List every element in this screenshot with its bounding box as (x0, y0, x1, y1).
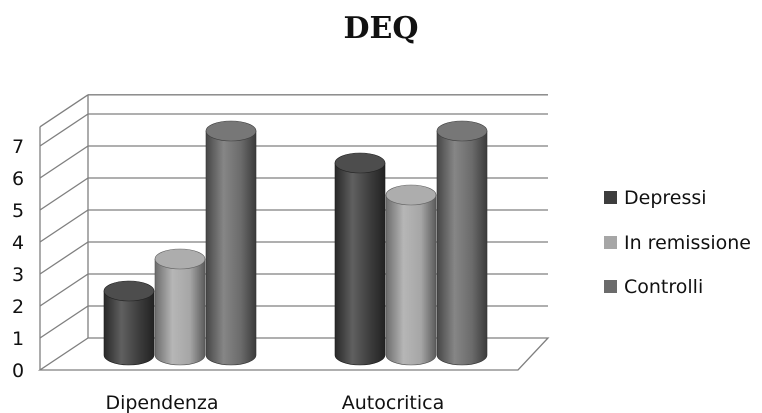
y-tick-label: 5 (12, 200, 24, 222)
legend-label: Controlli (624, 276, 703, 298)
y-tick-label: 4 (12, 232, 24, 254)
y-tick-label: 1 (12, 328, 24, 350)
legend-swatch (604, 236, 617, 249)
chart-title: DEQ (343, 11, 418, 46)
y-tick-label: 6 (12, 168, 24, 190)
legend-swatch (604, 191, 617, 204)
bar (206, 121, 256, 365)
y-tick-label: 3 (12, 264, 24, 286)
bar (104, 281, 154, 365)
x-category-label: Autocritica (342, 392, 444, 413)
legend-label: In remissione (624, 232, 751, 254)
bars (104, 121, 487, 365)
x-axis-categories: Dipendenza Autocritica (105, 392, 444, 413)
legend-swatch (604, 280, 617, 293)
y-tick-label: 0 (12, 360, 24, 382)
legend-item: In remissione (604, 232, 751, 254)
gridline-side (40, 274, 88, 306)
gridline-side (40, 242, 88, 274)
bar (155, 249, 205, 365)
legend-item: Depressi (604, 187, 707, 209)
gridline-side (40, 114, 88, 146)
wall-top-edge (40, 95, 88, 127)
y-tick-label: 2 (12, 296, 24, 318)
legend: Depressi In remissione Controlli (604, 187, 751, 298)
gridline-side (40, 146, 88, 178)
bar (437, 121, 487, 365)
bar (335, 153, 385, 365)
gridline-side (40, 210, 88, 242)
gridline-side (40, 178, 88, 210)
bar (386, 185, 436, 365)
x-category-label: Dipendenza (105, 392, 218, 413)
legend-label: Depressi (624, 187, 707, 209)
y-axis-ticks: 0 1 2 3 4 5 6 7 (12, 136, 24, 382)
y-tick-label: 7 (12, 136, 24, 158)
gridline-side (40, 306, 88, 338)
legend-item: Controlli (604, 276, 703, 298)
